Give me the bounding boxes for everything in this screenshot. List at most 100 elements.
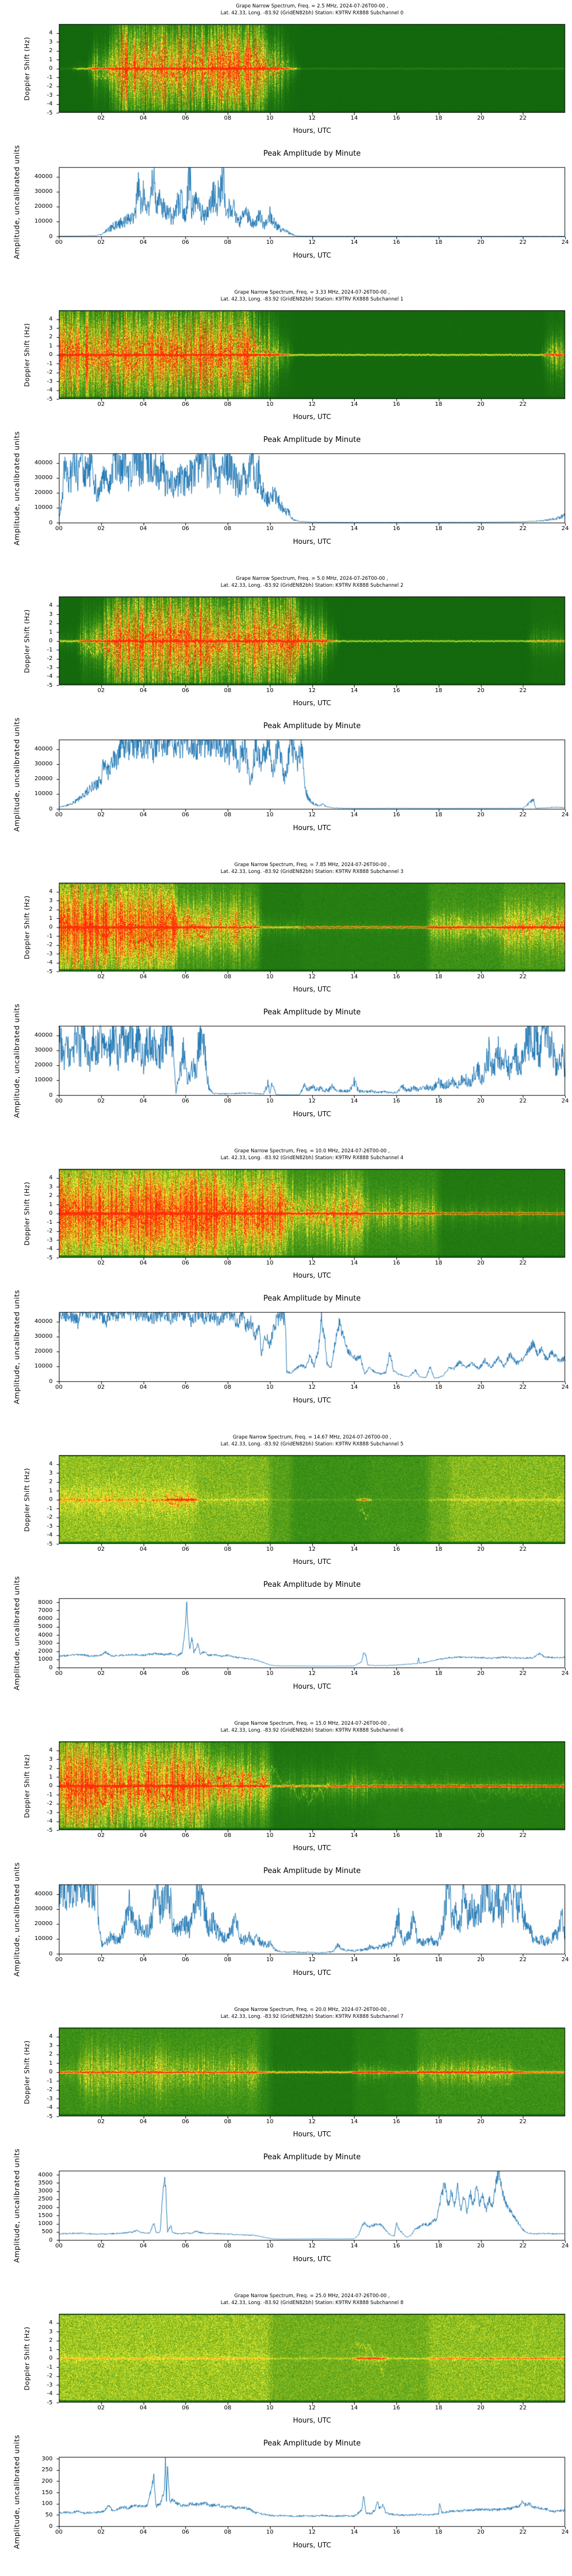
spec-ytick-label: -5 [47, 1827, 53, 1834]
amp-xtick-label: 04 [140, 812, 147, 818]
spec-ytick-label: -1 [47, 2364, 53, 2370]
amp-xtick-label: 24 [561, 1098, 569, 1104]
amplitude-chart-title: Peak Amplitude by Minute [263, 2153, 361, 2162]
spec-xtick-label: 04 [140, 2119, 147, 2125]
spec-xtick-label: 08 [224, 401, 232, 408]
spectrogram-title-line2: Lat. 42.33, Long. -83.92 (GridEN82bh) St… [220, 1728, 404, 1733]
spec-ytick-label: 3 [49, 38, 53, 45]
amp-xtick-label: 14 [350, 1957, 358, 1963]
spectrogram-title-line2: Lat. 42.33, Long. -83.92 (GridEN82bh) St… [220, 297, 404, 302]
spec-xtick-label: 14 [350, 2405, 358, 2411]
spec-xtick-label: 20 [477, 115, 484, 121]
spec-xtick-label: 10 [266, 1546, 274, 1552]
spectrogram-title-line1: Grape Narrow Spectrum, Freq. = 3.33 MHz,… [234, 290, 390, 295]
spec-ytick-label: 3 [49, 1469, 53, 1476]
amplitude-x-axis-label: Hours, UTC [293, 538, 331, 546]
spec-xtick-label: 06 [181, 1832, 189, 1839]
amplitude-x-axis-label: Hours, UTC [293, 2541, 331, 2549]
amp-xtick-label: 12 [308, 526, 316, 532]
amp-xtick-label: 18 [435, 526, 443, 532]
spec-ytick-label: -1 [47, 646, 53, 653]
spec-ytick-label: -3 [47, 1523, 53, 1530]
spectrogram-canvas [55, 1454, 569, 1550]
amp-xtick-label: 00 [55, 2529, 63, 2535]
amp-ytick-label: 10000 [34, 1363, 53, 1370]
amp-ytick-label: 0 [49, 2523, 53, 2530]
amp-xtick-label: 16 [392, 1098, 400, 1104]
spec-xtick-label: 18 [435, 1832, 443, 1839]
spec-xtick-label: 16 [392, 401, 400, 408]
spec-ytick-label: 1 [49, 342, 53, 349]
amp-xtick-label: 02 [97, 1670, 105, 1677]
amp-ytick-label: 40000 [34, 173, 53, 180]
amp-xtick-label: 14 [350, 1098, 358, 1104]
spec-xtick-label: 06 [181, 401, 189, 408]
spec-ytick-label: 0 [49, 65, 53, 72]
amp-xtick-label: 04 [140, 526, 147, 532]
amp-xtick-label: 14 [350, 2243, 358, 2249]
spec-xtick-label: 02 [97, 1546, 105, 1552]
amp-ytick-label: 30000 [34, 1333, 53, 1340]
spec-xtick-label: 02 [97, 1832, 105, 1839]
amp-xtick-label: 00 [55, 1957, 63, 1963]
spec-ytick-label: -2 [47, 655, 53, 662]
spec-xtick-label: 04 [140, 688, 147, 694]
subchannel-block-6: Grape Narrow Spectrum, Freq. = 15.0 MHz,… [0, 1717, 572, 2004]
amp-xtick-label: 04 [140, 1098, 147, 1104]
spectrogram-x-axis-label: Hours, UTC [293, 699, 331, 707]
amp-ytick-label: 2500 [38, 2196, 53, 2203]
amp-xtick-label: 04 [140, 239, 147, 246]
amp-xtick-label: 02 [97, 239, 105, 246]
spec-ytick-label: -2 [47, 1514, 53, 1520]
spec-xtick-label: 06 [181, 974, 189, 980]
amp-xtick-label: 16 [392, 526, 400, 532]
amp-ytick-label: 4000 [38, 1631, 53, 1638]
spec-xtick-label: 12 [308, 2405, 316, 2411]
spec-xtick-label: 02 [97, 115, 105, 121]
amp-ytick-label: 0 [49, 1664, 53, 1671]
amp-xtick-label: 10 [266, 2529, 274, 2535]
amplitude-x-axis-label: Hours, UTC [293, 2255, 331, 2263]
amp-xtick-label: 24 [561, 1670, 569, 1677]
spec-ytick-label: -2 [47, 2373, 53, 2379]
spec-ytick-label: 4 [49, 2320, 53, 2326]
subchannel-block-8: Grape Narrow Spectrum, Freq. = 25.0 MHz,… [0, 2290, 572, 2576]
amp-xtick-label: 08 [224, 1384, 232, 1390]
amplitude-y-axis-label: Amplitude, uncalibrated units [12, 1290, 21, 1404]
spec-ytick-label: -5 [47, 1540, 53, 1547]
amp-ytick-label: 4000 [38, 2171, 53, 2178]
amp-ytick-label: 30000 [34, 761, 53, 768]
amp-xtick-label: 24 [561, 2243, 569, 2249]
amplitude-canvas [55, 2170, 569, 2246]
amp-xtick-label: 12 [308, 1384, 316, 1390]
spec-ytick-label: -4 [47, 2391, 53, 2397]
amplitude-y-axis-label: Amplitude, uncalibrated units [12, 431, 21, 546]
amp-xtick-label: 12 [308, 2529, 316, 2535]
amplitude-x-axis-label: Hours, UTC [293, 1682, 331, 1690]
amp-ytick-label: 10000 [34, 791, 53, 797]
spectrogram-canvas [55, 1740, 569, 1836]
spectrogram-title-line2: Lat. 42.33, Long. -83.92 (GridEN82bh) St… [220, 869, 404, 875]
spec-ytick-label: -2 [47, 1228, 53, 1234]
amp-ytick-label: 3000 [38, 2188, 53, 2195]
spec-xtick-label: 10 [266, 1832, 274, 1839]
spec-xtick-label: 22 [519, 115, 527, 121]
spec-xtick-label: 22 [519, 1832, 527, 1839]
amp-xtick-label: 08 [224, 812, 232, 818]
amp-ytick-label: 30000 [34, 1047, 53, 1054]
spectrogram-title-line1: Grape Narrow Spectrum, Freq. = 15.0 MHz,… [234, 1721, 390, 1726]
spec-xtick-label: 06 [181, 1546, 189, 1552]
amp-xtick-label: 16 [392, 812, 400, 818]
spec-xtick-label: 06 [181, 2405, 189, 2411]
amp-xtick-label: 24 [561, 2529, 569, 2535]
spec-xtick-label: 02 [97, 688, 105, 694]
amp-xtick-label: 14 [350, 812, 358, 818]
spec-ytick-label: -4 [47, 1532, 53, 1538]
amp-xtick-label: 20 [477, 2243, 484, 2249]
spectrogram-x-axis-label: Hours, UTC [293, 1844, 331, 1852]
spectrogram-title-line1: Grape Narrow Spectrum, Freq. = 5.0 MHz, … [236, 576, 388, 582]
spectrogram-canvas [55, 2026, 569, 2122]
subchannel-block-1: Grape Narrow Spectrum, Freq. = 3.33 MHz,… [0, 286, 572, 572]
spec-xtick-label: 02 [97, 1260, 105, 1266]
